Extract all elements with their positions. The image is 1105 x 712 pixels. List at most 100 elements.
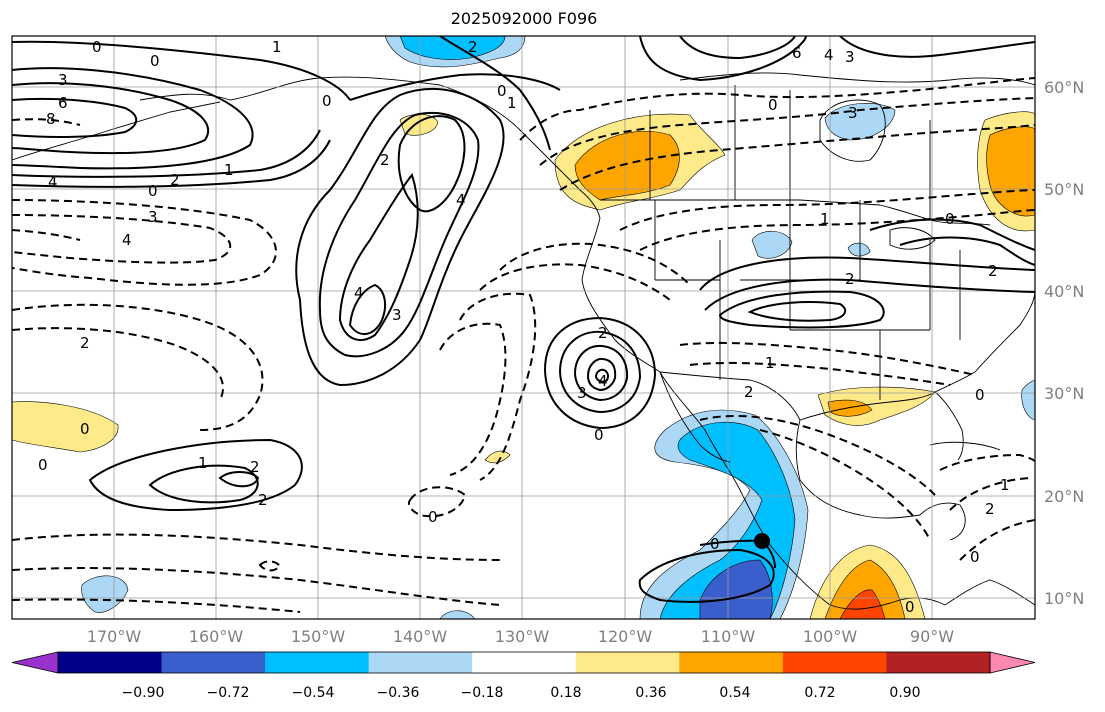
shade-blue-small-2: [847, 242, 871, 257]
colorbar-swatch: [472, 652, 577, 673]
contour-cutoff-5: [594, 368, 609, 383]
colorbar-swatch: [265, 652, 370, 673]
label-6-b: 6: [792, 44, 802, 62]
lon-label-120w: 120°W: [598, 627, 653, 646]
contour-cutoff-2: [558, 330, 642, 414]
label-4-a: 4: [48, 173, 58, 191]
colorbar: [11, 651, 1036, 674]
shade-orange-gulf: [827, 399, 873, 417]
lon-label-140w: 140°W: [393, 627, 448, 646]
plot-area: 0 0 3 6 8 4 0 2 1 3 4 2 1 0 2 4 3 4 2 0 …: [12, 36, 1035, 619]
dashed-20: [699, 415, 936, 496]
dashed-14: [539, 97, 1035, 166]
shade-blue-right: [1021, 379, 1035, 421]
shading-layer: [12, 36, 1035, 619]
contour-ne-3: [679, 36, 796, 60]
colorbar-swatch: [679, 652, 784, 673]
label-2-b: 2: [80, 334, 90, 352]
dashed-4: [12, 327, 224, 401]
label-2-e: 2: [250, 458, 260, 476]
aleutian-chain: [12, 101, 221, 161]
solid-contours: [12, 36, 1035, 603]
map-title: 2025092000 F096: [450, 9, 598, 28]
contour-high-w-5: [12, 139, 331, 188]
colorbar-swatch: [782, 652, 887, 673]
shade-blue-top-core: [399, 36, 506, 60]
label-8-a: 8: [46, 110, 56, 128]
label-2-a: 2: [170, 171, 180, 189]
cb-tick-2: −0.54: [292, 685, 335, 701]
label-0-n: 0: [905, 598, 915, 616]
dashed-3: [12, 303, 264, 431]
contour-low-sw-2: [148, 464, 259, 504]
dashed-22: [939, 453, 1035, 471]
colorbar-extend-high: [989, 651, 1036, 674]
east-coast: [974, 289, 1035, 373]
colorbar-swatch: [161, 652, 266, 673]
contour-cutoff-1: [543, 316, 657, 430]
dashed-21: [759, 429, 931, 541]
contour-high-w-3: [12, 97, 138, 138]
label-0-m: 0: [710, 535, 720, 553]
dashed-7: [12, 598, 301, 613]
dashed-23: [949, 477, 1031, 511]
label-1-b: 1: [272, 38, 282, 56]
lon-label-110w: 110°W: [701, 627, 756, 646]
label-1-d: 1: [198, 454, 208, 472]
colorbar-swatch: [58, 652, 163, 673]
colorbar-ticks: −0.90 −0.72 −0.54 −0.36 −0.18 0.18 0.36 …: [122, 685, 921, 701]
label-0-k: 0: [945, 210, 955, 228]
contour-central-us-4: [747, 301, 847, 322]
contour-loop-central-3: [338, 172, 419, 341]
dashed-19: [689, 361, 951, 386]
label-2-k: 2: [985, 500, 995, 518]
label-1-e: 1: [820, 210, 830, 228]
label-2-f: 2: [258, 491, 268, 509]
lon-label-90w: 90°W: [910, 627, 954, 646]
dashed-2: [12, 214, 232, 264]
dashed-16: [619, 189, 1035, 231]
us-mexico-border: [659, 371, 801, 421]
dashed-10: [479, 263, 671, 301]
florida: [934, 391, 964, 461]
colorbar-swatch: [575, 652, 680, 673]
label-3-a: 3: [58, 71, 68, 89]
label-3-f: 3: [848, 104, 858, 122]
cb-tick-6: 0.36: [635, 685, 666, 701]
label-2-g: 2: [598, 324, 608, 342]
alaska-coast: [139, 76, 601, 219]
dashed-24: [959, 519, 1035, 561]
cb-tick-3: −0.36: [377, 685, 420, 701]
label-0-d: 0: [322, 92, 332, 110]
cb-tick-7: 0.54: [719, 685, 750, 701]
contour-high-w-4: [12, 129, 321, 178]
shade-blue-hudson: [824, 103, 896, 141]
central-america: [944, 579, 1035, 606]
label-4-f: 4: [824, 46, 834, 64]
lat-label-30n: 30°N: [1044, 384, 1084, 403]
lon-label-170w: 170°W: [87, 627, 142, 646]
lon-axis: 170°W 160°W 150°W 140°W 130°W 120°W 110°…: [87, 627, 954, 646]
contour-zero-top: [12, 40, 351, 101]
label-0-a: 0: [92, 38, 102, 56]
label-0-f: 0: [80, 420, 90, 438]
label-2-d: 2: [468, 38, 478, 56]
contour-nw-flow-1: [349, 73, 561, 101]
shade-yellow-small-2: [484, 450, 511, 464]
label-0-i: 0: [594, 426, 604, 444]
mexico-gulf: [795, 419, 921, 519]
label-4-e: 4: [598, 372, 608, 390]
dashed-18: [679, 341, 976, 376]
shade-blue-main-core: [699, 559, 773, 619]
dashed-9: [499, 242, 691, 286]
yucatan: [919, 502, 966, 541]
contour-central-us-2: [704, 278, 1035, 311]
dashed-contours: [12, 77, 1035, 613]
cuba: [929, 441, 1001, 451]
contour-cutoff-4: [586, 357, 617, 392]
contour-upper-loop: [397, 115, 466, 213]
dashed-13: [519, 77, 1035, 141]
label-3-d: 3: [577, 384, 587, 402]
label-4-c: 4: [456, 191, 466, 209]
label-0-e: 0: [497, 82, 507, 100]
